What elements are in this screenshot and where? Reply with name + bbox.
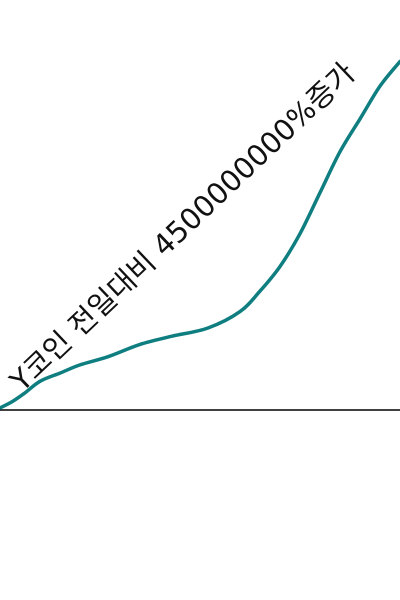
chart-annotation: Y코인 전일대비 4500000000%증가 (3, 56, 362, 399)
series-line (0, 59, 400, 410)
